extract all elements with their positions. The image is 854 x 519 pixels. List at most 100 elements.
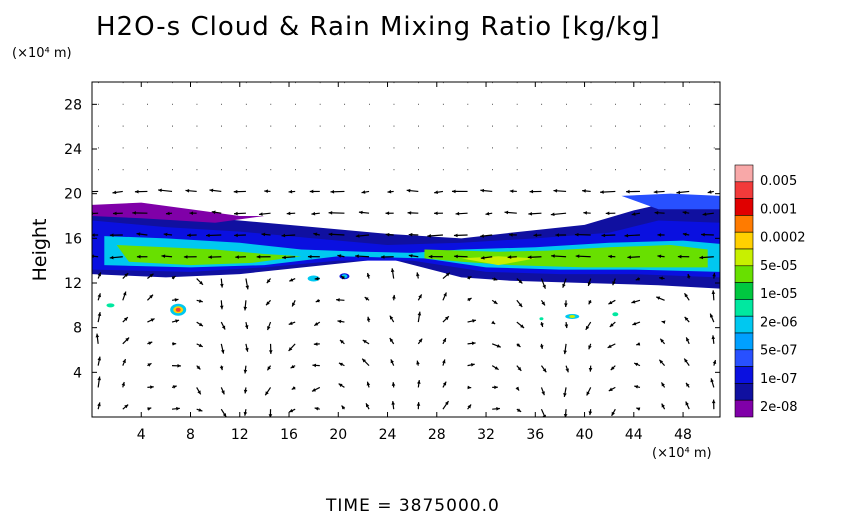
colorbar: 0.005 0.001 0.0002 5e-05 1e-05 2e-06 5e-07 1e-0… (734, 164, 806, 418)
colorbar-swatch (734, 383, 754, 401)
wind-arrow-head (684, 358, 688, 363)
cloud-patch-core (569, 315, 576, 318)
wind-arrow-head (243, 411, 248, 416)
wind-arrow-head (455, 211, 460, 216)
wind-arrow-head (564, 324, 569, 329)
wind-arrow-head (147, 363, 152, 367)
wind-arrow-head (485, 211, 490, 216)
wind-arrow-head (609, 323, 614, 327)
wind-arrow-head (267, 326, 271, 331)
wind-arrow-head (416, 272, 420, 277)
wind-arrow-head (366, 272, 371, 277)
wind-arrow-head (337, 254, 342, 258)
wind-arrow-head (187, 233, 191, 238)
wind-arrow-head (149, 294, 154, 299)
wind-arrow-head (467, 404, 472, 409)
wind-arrow-head (605, 211, 610, 216)
wind-arrow-head (183, 255, 188, 259)
wind-arrow-head (408, 232, 413, 237)
colorbar-swatch (734, 299, 754, 317)
wind-arrow-head (712, 272, 716, 277)
wind-arrow-head (542, 284, 546, 289)
wind-arrow-head (391, 382, 396, 386)
wind-arrow-head (418, 338, 423, 343)
wind-arrow-head (417, 311, 422, 316)
wind-arrow-head (222, 413, 227, 417)
wind-arrow-head (540, 323, 544, 327)
wind-arrow-head (314, 407, 319, 411)
wind-arrow-head (612, 281, 616, 286)
wind-arrow-head (517, 366, 522, 371)
wind-arrow-head (290, 364, 295, 369)
x-tick-label: 20 (329, 427, 347, 443)
wind-arrow-head (243, 306, 248, 311)
wind-arrow-head (582, 189, 586, 193)
wind-arrow-head (314, 322, 319, 326)
wind-arrow-head (150, 385, 154, 389)
wind-arrow-head (197, 390, 201, 395)
wind-arrow-head (219, 366, 224, 371)
colorbar-swatch (734, 265, 754, 283)
wind-arrow-head (88, 190, 92, 194)
wind-arrow-head (175, 319, 180, 323)
wind-arrow-head (268, 350, 273, 354)
y-tick-label: 8 (73, 321, 82, 337)
x-tick-label: 32 (477, 427, 495, 443)
wind-arrow-head (313, 342, 318, 346)
wind-arrow-head (494, 366, 499, 370)
wind-arrow-head (442, 338, 446, 343)
wind-arrow-head (361, 190, 366, 194)
wind-arrow-head (635, 277, 640, 281)
wind-arrow-head (516, 343, 521, 347)
wind-arrow-head (442, 381, 447, 386)
wind-arrow-head (198, 299, 203, 303)
wind-arrow-head (245, 347, 249, 352)
colorbar-swatch (734, 231, 754, 250)
wind-arrow-head (541, 391, 545, 396)
colorbar-swatch (734, 164, 754, 183)
wind-arrow-head (196, 365, 201, 370)
wind-arrow-head (684, 316, 689, 321)
y-axis-unit: (×10⁴ m) (12, 46, 72, 61)
wind-arrow-head (494, 385, 498, 390)
wind-arrow-head (418, 294, 422, 299)
wind-arrow-head (174, 298, 179, 302)
wind-arrow-head (636, 342, 641, 346)
wind-arrow-head (493, 300, 498, 304)
wind-arrow-head (434, 190, 438, 195)
wind-arrow-head (311, 388, 316, 392)
wind-arrow-head (339, 339, 344, 344)
wind-arrow-head (564, 303, 568, 308)
wind-arrow-head (527, 255, 532, 260)
wind-arrow-head (428, 254, 433, 259)
wind-arrow-head (185, 188, 190, 193)
wind-arrow-head (123, 317, 128, 321)
wind-arrow-head (112, 190, 117, 195)
wind-arrow-head (585, 325, 590, 330)
colorbar-label: 0.001 (760, 202, 797, 217)
wind-arrow-head (687, 274, 691, 278)
wind-arrow-head (659, 359, 664, 364)
wind-arrow-head (407, 211, 412, 215)
wind-arrow (92, 255, 99, 258)
wind-arrow-head (341, 405, 346, 410)
wind-arrow-head (221, 390, 225, 395)
cloud-band-yellow (461, 256, 536, 266)
wind-arrow-head (121, 381, 126, 386)
wind-arrow-head (149, 273, 154, 278)
cloud-patch-center (175, 307, 181, 312)
wind-arrow-head (132, 211, 136, 215)
wind-arrow-head (189, 211, 194, 215)
wind-arrow-head (575, 254, 580, 259)
wind-arrow-head (234, 211, 238, 216)
wind-arrow-head (453, 233, 458, 238)
wind-arrow-head (555, 233, 559, 237)
wind-arrow-head (496, 407, 500, 411)
wind-arrow-head (338, 362, 343, 367)
wind-arrow-head (171, 276, 176, 280)
cloud-patch (539, 317, 544, 321)
wind-arrow-head (682, 210, 687, 215)
wind-arrow-head (150, 318, 155, 322)
wind-arrow-head (574, 232, 579, 237)
